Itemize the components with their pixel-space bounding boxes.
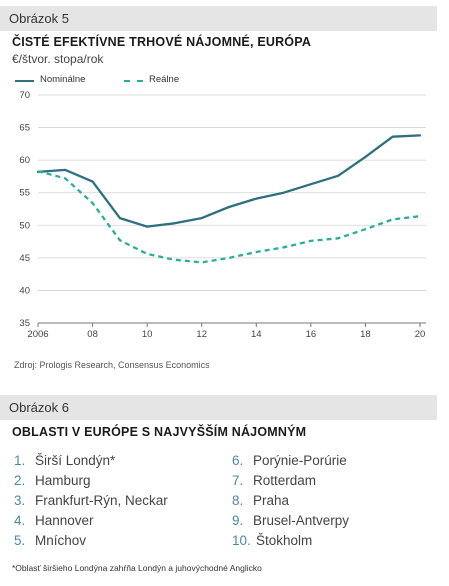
y-tick-label: 60 [19,155,30,166]
data-point [201,261,203,263]
x-tick-label: 18 [360,329,371,340]
series-line-nominal [36,134,422,228]
ranking-list-right: 6. Porýnie-Porúrie 7. Rotterdam 8. Praha 9.… [232,451,349,551]
x-tick-label: 16 [306,329,317,340]
list-item: 5. Mníchov [14,531,168,551]
data-point [364,156,366,158]
list-item-label: Praha [253,493,290,508]
data-point [91,202,93,204]
figure5-header: Obrázok 5 [0,6,437,31]
data-point [282,246,284,248]
list-item-number: 10. [232,533,251,548]
x-tick-label: 14 [251,329,262,340]
y-tick-label: 35 [19,318,30,329]
data-point [146,253,148,255]
list-item-number: 3. [14,493,26,508]
x-tick-label: 20 [415,329,426,340]
data-point [173,259,175,261]
legend-label-real: Reálne [149,74,180,85]
y-tick-label: 40 [19,285,30,296]
legend-swatch-nominal [15,80,34,82]
list-item-label: Širší Londýn* [35,453,116,468]
x-tick-label: 12 [196,329,207,340]
list-item: 6. Porýnie-Porúrie [232,451,349,471]
list-item-number: 4. [14,513,26,528]
data-point [119,239,121,241]
list-item: 3. Frankfurt-Rýn, Neckar [14,491,168,511]
x-tick-label: 2006 [27,329,48,340]
list-item: 4. Hannover [14,511,168,531]
list-item-number: 8. [232,493,244,508]
data-point [337,175,339,177]
data-point [282,192,284,194]
list-item-label: Brusel-Antverpy [253,513,350,528]
list-title: OBLASTI V EURÓPE S NAJVYŠŠÍM NÁJOMNÝM [12,425,307,439]
legend-swatch-real [124,80,143,82]
legend-label-nominal: Nominálne [40,74,86,85]
list-item-label: Hamburg [35,473,91,488]
list-item: 8. Praha [232,491,349,511]
chart-unit-label: €/štvor. stopa/rok [12,52,104,66]
list-item-label: Rotterdam [253,473,317,488]
data-point [310,240,312,242]
list-item-label: Porýnie-Porúrie [253,453,347,468]
data-point [173,222,175,224]
list-item: 9. Brusel-Antverpy [232,511,349,531]
data-point [419,134,421,136]
ranking-list-left: 1. Širší Londýn* 2. Hamburg 3. Frankfurt-Rý… [14,451,168,551]
x-tick-label: 10 [142,329,153,340]
list-item-label: Hannover [35,513,94,528]
data-point [392,218,394,220]
list-item-label: Frankfurt-Rýn, Neckar [35,493,168,508]
list-item-number: 7. [232,473,244,488]
series-line-real [37,170,421,264]
data-point [119,217,121,219]
list-item-number: 9. [232,513,244,528]
data-point [37,170,39,172]
y-tick-label: 70 [19,90,30,101]
list-item: 2. Hamburg [14,471,168,491]
data-point [228,206,230,208]
y-tick-label: 55 [19,188,30,199]
data-point [64,169,66,171]
line-chart: 35 40 45 50 55 60 65 70 2006 08 10 12 14 16 18 20 [19,90,426,340]
list-footnote: *Oblasť širšieho Londýna zahŕňa Londýn a… [12,563,262,573]
data-point [91,181,93,183]
list-item-label: Mníchov [35,533,87,548]
list-item-label: Štokholm [256,533,313,548]
y-tick-label: 45 [19,253,30,264]
list-item-number: 2. [14,473,26,488]
data-point [201,217,203,219]
data-point [419,215,421,217]
chart-source: Zdroj: Prologis Research, Consensus Econ… [14,360,210,370]
list-item-number: 1. [14,453,26,468]
data-point [146,225,148,227]
data-point [228,257,230,259]
figure6-header: Obrázok 6 [0,395,437,420]
data-point [337,237,339,239]
y-tick-label: 65 [19,123,30,134]
data-point [310,183,312,185]
list-item: 1. Širší Londýn* [14,451,168,471]
x-tick-label: 08 [87,329,98,340]
list-item-number: 5. [14,533,26,548]
data-point [255,251,257,253]
chart-title: ČISTÉ EFEKTÍVNE TRHOVÉ NÁJOMNÉ, EURÓPA [12,35,312,49]
data-point [364,228,366,230]
data-point [64,177,66,179]
data-point [392,136,394,138]
list-item: 10. Štokholm [232,531,349,551]
y-tick-label: 50 [19,220,30,231]
data-point [255,197,257,199]
list-item: 7. Rotterdam [232,471,349,491]
list-item-number: 6. [232,453,244,468]
